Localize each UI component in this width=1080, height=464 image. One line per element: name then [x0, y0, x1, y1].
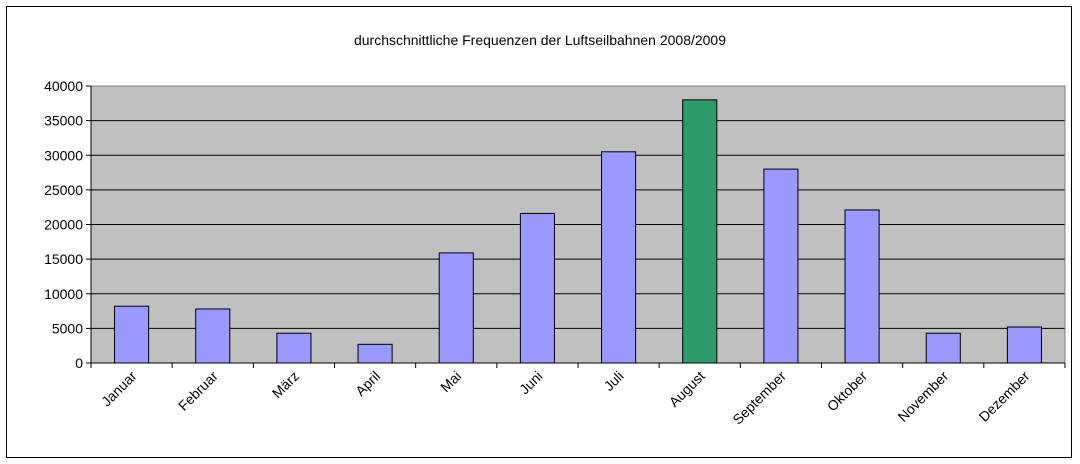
bar-oktober	[844, 209, 880, 364]
chart-frame: durchschnittliche Frequenzen der Luftsei…	[6, 6, 1072, 458]
bar-juli	[601, 151, 637, 364]
bar-märz	[276, 332, 312, 364]
x-tick-label: April	[352, 368, 383, 399]
y-tick-label: 5000	[52, 320, 83, 336]
bar-november	[925, 332, 961, 364]
bar-februar	[195, 308, 231, 364]
bar-juni	[519, 212, 555, 364]
x-tick-label: Januar	[98, 368, 140, 410]
y-tick-label: 20000	[44, 217, 83, 233]
chart-title: durchschnittliche Frequenzen der Luftsei…	[354, 32, 726, 48]
x-tick-label: Mai	[437, 368, 464, 395]
x-tick-label: September	[729, 368, 789, 428]
x-tick-label: Dezember	[976, 368, 1033, 425]
bar-august	[682, 99, 718, 364]
bar-mai	[438, 252, 474, 364]
plot-area: 0 5000 10000 15000 20000 25000 30000 35000 40000…	[44, 78, 1066, 428]
x-tick-label: Juni	[516, 368, 545, 397]
y-tick-label: 10000	[44, 286, 83, 302]
x-tick-label: Oktober	[824, 368, 871, 415]
y-tick-label: 25000	[44, 182, 83, 198]
bar-januar	[114, 305, 150, 364]
bar-chart: durchschnittliche Frequenzen der Luftsei…	[44, 32, 1066, 428]
y-tick-label: 40000	[44, 78, 83, 94]
bar-dezember	[1006, 326, 1042, 364]
x-tick-label: Februar	[175, 368, 221, 414]
y-tick-label: 30000	[44, 147, 83, 163]
x-tick-label: August	[666, 368, 708, 410]
bar-september	[763, 168, 799, 364]
x-tick-label: November	[894, 368, 951, 425]
bar-april	[357, 343, 393, 364]
y-tick-label: 35000	[44, 113, 83, 129]
y-tick-label: 15000	[44, 251, 83, 267]
y-tick-label: 0	[75, 355, 83, 371]
x-tick-label: März	[269, 368, 302, 401]
x-tick-label: Juli	[601, 368, 627, 394]
